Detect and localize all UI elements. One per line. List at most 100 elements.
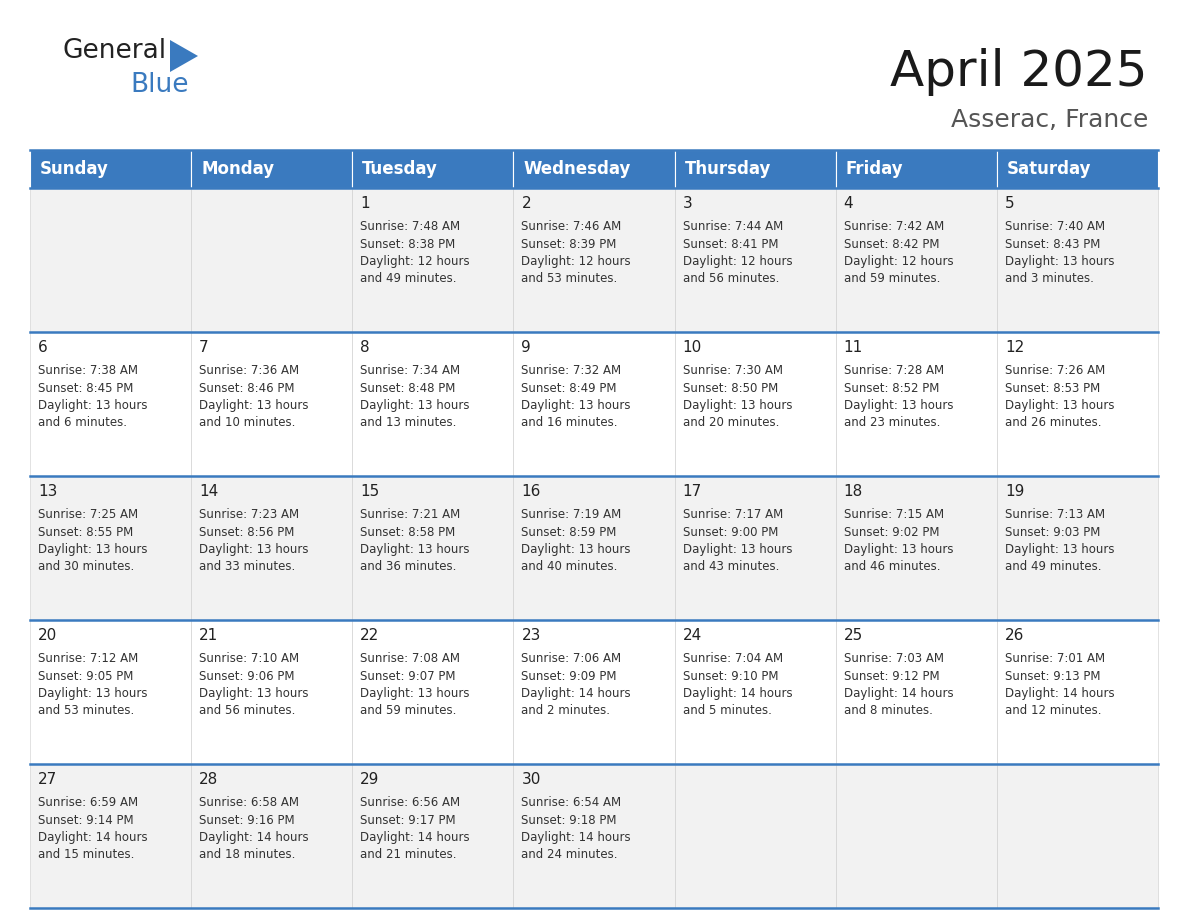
Text: Sunset: 9:00 PM: Sunset: 9:00 PM bbox=[683, 525, 778, 539]
Bar bbox=[997, 332, 1158, 476]
Text: Sunset: 8:42 PM: Sunset: 8:42 PM bbox=[843, 238, 940, 251]
Text: Sunrise: 7:26 AM: Sunrise: 7:26 AM bbox=[1005, 364, 1105, 377]
Text: Sunset: 9:17 PM: Sunset: 9:17 PM bbox=[360, 813, 456, 826]
Text: Sunset: 8:38 PM: Sunset: 8:38 PM bbox=[360, 238, 455, 251]
Bar bbox=[30, 332, 191, 476]
Text: 27: 27 bbox=[38, 772, 57, 787]
Text: 9: 9 bbox=[522, 340, 531, 355]
Bar bbox=[30, 150, 191, 188]
Text: Sunset: 8:58 PM: Sunset: 8:58 PM bbox=[360, 525, 455, 539]
Text: Sunrise: 6:59 AM: Sunrise: 6:59 AM bbox=[38, 796, 138, 809]
Bar bbox=[835, 332, 997, 476]
Text: Daylight: 13 hours: Daylight: 13 hours bbox=[522, 543, 631, 556]
Text: Daylight: 12 hours: Daylight: 12 hours bbox=[522, 255, 631, 268]
Text: 18: 18 bbox=[843, 484, 862, 499]
Text: Sunset: 8:49 PM: Sunset: 8:49 PM bbox=[522, 382, 617, 395]
Text: Daylight: 13 hours: Daylight: 13 hours bbox=[38, 399, 147, 412]
Text: 14: 14 bbox=[200, 484, 219, 499]
Text: Daylight: 12 hours: Daylight: 12 hours bbox=[683, 255, 792, 268]
Bar bbox=[191, 150, 353, 188]
Text: Sunrise: 7:36 AM: Sunrise: 7:36 AM bbox=[200, 364, 299, 377]
Text: General: General bbox=[62, 38, 166, 64]
Bar bbox=[997, 620, 1158, 764]
Bar bbox=[191, 188, 353, 332]
Text: and 10 minutes.: and 10 minutes. bbox=[200, 417, 296, 430]
Bar bbox=[997, 764, 1158, 908]
Text: 24: 24 bbox=[683, 628, 702, 643]
Text: Daylight: 13 hours: Daylight: 13 hours bbox=[200, 543, 309, 556]
Text: Daylight: 13 hours: Daylight: 13 hours bbox=[1005, 543, 1114, 556]
Text: 1: 1 bbox=[360, 196, 369, 211]
Text: Sunset: 9:16 PM: Sunset: 9:16 PM bbox=[200, 813, 295, 826]
Text: and 15 minutes.: and 15 minutes. bbox=[38, 848, 134, 861]
Text: Daylight: 14 hours: Daylight: 14 hours bbox=[522, 687, 631, 700]
Text: Daylight: 13 hours: Daylight: 13 hours bbox=[38, 687, 147, 700]
Text: Sunrise: 7:28 AM: Sunrise: 7:28 AM bbox=[843, 364, 943, 377]
Text: 22: 22 bbox=[360, 628, 379, 643]
Bar bbox=[513, 332, 675, 476]
Text: and 5 minutes.: and 5 minutes. bbox=[683, 704, 771, 718]
Text: Sunrise: 7:21 AM: Sunrise: 7:21 AM bbox=[360, 508, 461, 521]
Text: Sunset: 8:39 PM: Sunset: 8:39 PM bbox=[522, 238, 617, 251]
Text: 29: 29 bbox=[360, 772, 380, 787]
Bar bbox=[353, 188, 513, 332]
Text: 6: 6 bbox=[38, 340, 48, 355]
Text: Daylight: 13 hours: Daylight: 13 hours bbox=[200, 399, 309, 412]
Text: Sunset: 8:46 PM: Sunset: 8:46 PM bbox=[200, 382, 295, 395]
Text: Daylight: 14 hours: Daylight: 14 hours bbox=[843, 687, 953, 700]
Text: 3: 3 bbox=[683, 196, 693, 211]
Text: 16: 16 bbox=[522, 484, 541, 499]
Text: and 21 minutes.: and 21 minutes. bbox=[360, 848, 456, 861]
Text: Sunset: 8:55 PM: Sunset: 8:55 PM bbox=[38, 525, 133, 539]
Text: and 26 minutes.: and 26 minutes. bbox=[1005, 417, 1101, 430]
Bar bbox=[835, 620, 997, 764]
Bar bbox=[835, 764, 997, 908]
Text: and 24 minutes.: and 24 minutes. bbox=[522, 848, 618, 861]
Text: Thursday: Thursday bbox=[684, 160, 771, 178]
Text: 2: 2 bbox=[522, 196, 531, 211]
Text: Sunrise: 7:40 AM: Sunrise: 7:40 AM bbox=[1005, 220, 1105, 233]
Text: Sunset: 9:03 PM: Sunset: 9:03 PM bbox=[1005, 525, 1100, 539]
Text: Sunset: 9:12 PM: Sunset: 9:12 PM bbox=[843, 669, 940, 682]
Text: Tuesday: Tuesday bbox=[362, 160, 438, 178]
Text: Sunrise: 7:42 AM: Sunrise: 7:42 AM bbox=[843, 220, 944, 233]
Text: Sunrise: 7:13 AM: Sunrise: 7:13 AM bbox=[1005, 508, 1105, 521]
Text: and 23 minutes.: and 23 minutes. bbox=[843, 417, 940, 430]
Text: Daylight: 12 hours: Daylight: 12 hours bbox=[360, 255, 470, 268]
Text: and 2 minutes.: and 2 minutes. bbox=[522, 704, 611, 718]
Text: and 40 minutes.: and 40 minutes. bbox=[522, 561, 618, 574]
Text: 25: 25 bbox=[843, 628, 862, 643]
Text: Sunrise: 7:25 AM: Sunrise: 7:25 AM bbox=[38, 508, 138, 521]
Text: and 59 minutes.: and 59 minutes. bbox=[360, 704, 456, 718]
Text: Sunrise: 6:54 AM: Sunrise: 6:54 AM bbox=[522, 796, 621, 809]
Text: Sunrise: 7:01 AM: Sunrise: 7:01 AM bbox=[1005, 652, 1105, 665]
Text: and 53 minutes.: and 53 minutes. bbox=[38, 704, 134, 718]
Text: Daylight: 13 hours: Daylight: 13 hours bbox=[843, 543, 953, 556]
Bar bbox=[675, 150, 835, 188]
Text: Saturday: Saturday bbox=[1007, 160, 1092, 178]
Bar bbox=[191, 332, 353, 476]
Text: Sunset: 9:13 PM: Sunset: 9:13 PM bbox=[1005, 669, 1100, 682]
Text: Sunrise: 7:34 AM: Sunrise: 7:34 AM bbox=[360, 364, 461, 377]
Polygon shape bbox=[170, 40, 198, 72]
Text: Daylight: 14 hours: Daylight: 14 hours bbox=[522, 831, 631, 844]
Text: Daylight: 13 hours: Daylight: 13 hours bbox=[1005, 255, 1114, 268]
Text: Sunset: 9:07 PM: Sunset: 9:07 PM bbox=[360, 669, 456, 682]
Text: Sunrise: 7:48 AM: Sunrise: 7:48 AM bbox=[360, 220, 461, 233]
Text: 15: 15 bbox=[360, 484, 379, 499]
Text: Sunset: 8:53 PM: Sunset: 8:53 PM bbox=[1005, 382, 1100, 395]
Text: Sunset: 8:52 PM: Sunset: 8:52 PM bbox=[843, 382, 939, 395]
Bar bbox=[513, 476, 675, 620]
Text: Daylight: 14 hours: Daylight: 14 hours bbox=[360, 831, 470, 844]
Text: Sunrise: 7:19 AM: Sunrise: 7:19 AM bbox=[522, 508, 621, 521]
Text: Daylight: 14 hours: Daylight: 14 hours bbox=[1005, 687, 1114, 700]
Text: 30: 30 bbox=[522, 772, 541, 787]
Text: and 16 minutes.: and 16 minutes. bbox=[522, 417, 618, 430]
Text: Sunrise: 7:12 AM: Sunrise: 7:12 AM bbox=[38, 652, 138, 665]
Text: Sunset: 9:05 PM: Sunset: 9:05 PM bbox=[38, 669, 133, 682]
Text: 17: 17 bbox=[683, 484, 702, 499]
Text: Sunrise: 7:32 AM: Sunrise: 7:32 AM bbox=[522, 364, 621, 377]
Text: Daylight: 13 hours: Daylight: 13 hours bbox=[843, 399, 953, 412]
Bar bbox=[675, 332, 835, 476]
Bar bbox=[30, 476, 191, 620]
